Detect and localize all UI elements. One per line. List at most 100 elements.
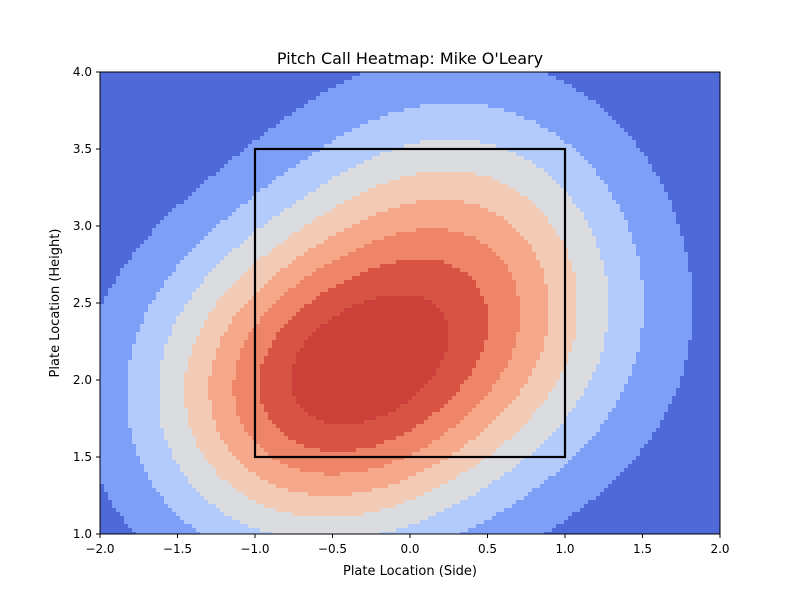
heat-cell bbox=[168, 136, 173, 141]
heat-cell bbox=[224, 528, 229, 533]
heat-cell bbox=[264, 260, 269, 265]
heat-cell bbox=[148, 220, 153, 225]
heat-cell bbox=[268, 332, 273, 337]
heat-cell bbox=[108, 320, 113, 325]
heat-cell bbox=[188, 148, 193, 153]
heat-cell bbox=[216, 464, 221, 469]
heat-cell bbox=[244, 428, 249, 433]
heat-cell bbox=[184, 308, 189, 313]
heat-cell bbox=[164, 508, 169, 513]
heat-cell bbox=[152, 212, 157, 217]
heat-cell bbox=[176, 464, 181, 469]
heat-cell bbox=[184, 340, 189, 345]
heat-cell bbox=[144, 384, 149, 389]
heat-cell bbox=[216, 356, 221, 361]
heat-cell bbox=[196, 520, 201, 525]
heat-cell bbox=[240, 160, 245, 165]
heat-cell bbox=[224, 128, 229, 133]
heat-cell bbox=[156, 528, 161, 533]
heat-cell bbox=[200, 488, 205, 493]
heat-cell bbox=[180, 140, 185, 145]
heat-cell bbox=[128, 368, 133, 373]
heat-cell bbox=[200, 272, 205, 277]
heat-cell bbox=[188, 288, 193, 293]
heat-cell bbox=[264, 228, 269, 233]
heat-cell bbox=[100, 116, 105, 121]
heat-cell bbox=[104, 320, 109, 325]
heat-cell bbox=[220, 432, 225, 437]
heat-cell bbox=[140, 184, 145, 189]
heat-cell bbox=[244, 264, 249, 269]
heat-cell bbox=[140, 484, 145, 489]
heat-cell bbox=[240, 180, 245, 185]
heat-cell bbox=[120, 456, 125, 461]
heat-cell bbox=[120, 476, 125, 481]
heat-cell bbox=[256, 384, 261, 389]
heat-cell bbox=[188, 496, 193, 501]
heat-cell bbox=[216, 288, 221, 293]
heat-cell bbox=[156, 92, 161, 97]
heat-cell bbox=[192, 492, 197, 497]
heat-cell bbox=[264, 136, 269, 141]
heat-cell bbox=[256, 72, 261, 77]
heat-cell bbox=[136, 492, 141, 497]
heat-cell bbox=[172, 336, 177, 341]
heat-cell bbox=[264, 468, 269, 473]
heat-cell bbox=[168, 244, 173, 249]
heat-cell bbox=[228, 472, 233, 477]
heat-cell bbox=[196, 172, 201, 177]
heat-cell bbox=[100, 124, 105, 129]
heat-cell bbox=[248, 372, 253, 377]
heat-cell bbox=[196, 452, 201, 457]
heat-cell bbox=[260, 208, 265, 213]
heat-cell bbox=[180, 472, 185, 477]
heat-cell bbox=[144, 72, 149, 77]
heat-cell bbox=[244, 216, 249, 221]
heat-cell bbox=[204, 400, 209, 405]
heat-cell bbox=[192, 400, 197, 405]
heat-cell bbox=[200, 348, 205, 353]
heat-cell bbox=[168, 432, 173, 437]
heat-cell bbox=[100, 152, 105, 157]
heat-cell bbox=[112, 276, 117, 281]
heat-cell bbox=[228, 260, 233, 265]
heat-cell bbox=[236, 160, 241, 165]
heat-cell bbox=[264, 460, 269, 465]
heat-cell bbox=[216, 252, 221, 257]
heat-cell bbox=[132, 220, 137, 225]
heat-cell bbox=[200, 228, 205, 233]
heat-cell bbox=[204, 388, 209, 393]
heat-cell bbox=[132, 324, 137, 329]
heat-cell bbox=[148, 448, 153, 453]
heat-cell bbox=[120, 436, 125, 441]
heat-cell bbox=[112, 272, 117, 277]
heat-cell bbox=[264, 524, 269, 529]
heat-cell bbox=[168, 500, 173, 505]
heat-cell bbox=[100, 448, 105, 453]
heat-cell bbox=[132, 280, 137, 285]
heat-cell bbox=[160, 180, 165, 185]
heat-cell bbox=[180, 332, 185, 337]
heat-cell bbox=[136, 384, 141, 389]
heat-cell bbox=[228, 532, 233, 534]
heat-cell bbox=[168, 492, 173, 497]
heat-cell bbox=[140, 136, 145, 141]
heat-cell bbox=[188, 264, 193, 269]
heat-cell bbox=[224, 424, 229, 429]
heat-cell bbox=[156, 416, 161, 421]
heat-cell bbox=[248, 72, 253, 77]
heat-cell bbox=[100, 112, 105, 117]
heat-cell bbox=[264, 404, 269, 409]
heat-cell bbox=[244, 292, 249, 297]
heat-cell bbox=[236, 196, 241, 201]
heat-cell bbox=[212, 412, 217, 417]
heat-cell bbox=[220, 204, 225, 209]
heat-cell bbox=[228, 176, 233, 181]
heat-cell bbox=[224, 392, 229, 397]
heat-cell bbox=[188, 328, 193, 333]
heat-cell bbox=[224, 276, 229, 281]
heat-cell bbox=[216, 216, 221, 221]
heat-cell bbox=[188, 524, 193, 529]
heat-cell bbox=[180, 392, 185, 397]
